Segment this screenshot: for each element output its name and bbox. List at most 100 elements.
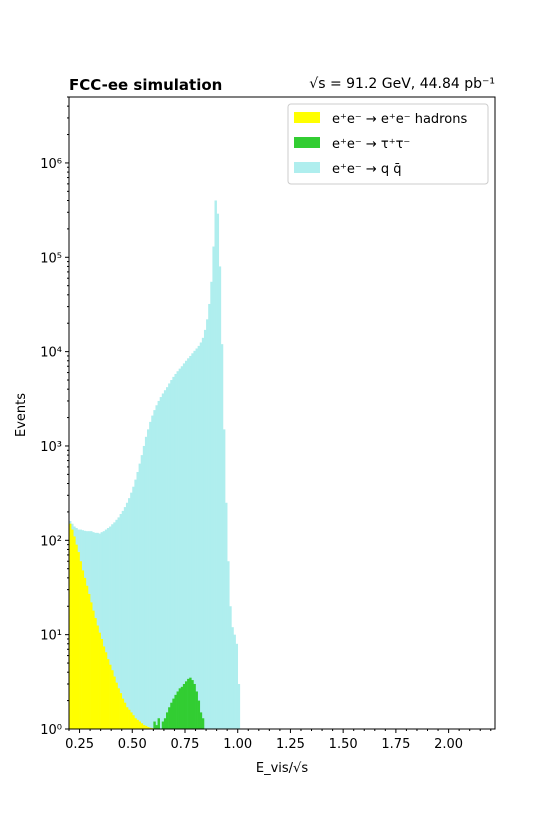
legend-swatch-hadrons: [294, 112, 320, 123]
histogram-bar: [147, 429, 150, 729]
histogram-bar: [104, 529, 108, 729]
legend-label-tautau: e⁺e⁻ → τ⁺τ⁻: [332, 137, 410, 152]
histogram-bar: [96, 625, 99, 729]
histogram-bar: [109, 526, 112, 729]
histogram-bar: [75, 544, 78, 729]
histogram-bar: [229, 606, 232, 729]
histogram-bar: [121, 698, 125, 729]
histogram-bar: [182, 683, 186, 729]
legend-box: [287, 103, 489, 185]
histogram-bar: [235, 643, 239, 729]
histogram-bar: [134, 479, 137, 729]
histogram-bar: [216, 213, 220, 729]
y-tick-label: 10⁶: [40, 157, 62, 172]
histogram-bar: [174, 373, 177, 729]
histogram-bar: [144, 436, 148, 729]
legend: e⁺e⁻ → e⁺e⁻ hadrons e⁺e⁻ → τ⁺τ⁻ e⁺e⁻ → q…: [287, 103, 489, 185]
histogram-bar: [178, 688, 182, 729]
plot-frame: [68, 96, 496, 730]
histogram-bar: [195, 691, 198, 729]
histogram-bar: [197, 345, 201, 729]
histogram-bar: [111, 524, 114, 729]
histogram-bar: [83, 577, 87, 729]
histogram-bar: [191, 353, 194, 729]
x-tick-label: 1.00: [223, 737, 252, 752]
y-axis: 10⁰ 10¹ 10² 10³ 10⁴ 10⁵ 10⁶: [40, 96, 69, 738]
histogram-bar: [206, 319, 209, 729]
histogram-bar: [140, 455, 144, 729]
histogram-bar: [147, 727, 150, 729]
histogram-bar: [109, 664, 112, 729]
histogram-bar: [170, 380, 173, 729]
histogram-bar: [138, 463, 142, 729]
histogram-bar: [227, 561, 230, 729]
histogram-bar: [128, 498, 131, 729]
histogram-bar: [225, 502, 228, 729]
x-axis: 0.25 0.50 0.75 1.00 1.25 1.50 1.75 2.00: [65, 729, 492, 752]
x-tick-label: 0.25: [65, 737, 94, 752]
histogram-bar: [123, 507, 127, 729]
histogram-bar: [163, 390, 167, 729]
histogram-bar: [121, 510, 125, 729]
histogram-bar: [87, 593, 91, 729]
histogram-bar: [170, 702, 173, 729]
legend-label-qqbar: e⁺e⁻ → q q̄: [332, 162, 402, 177]
histogram-bar: [172, 698, 175, 729]
histogram-bar: [187, 678, 190, 729]
histogram-bar: [123, 702, 127, 729]
histogram-bar: [71, 529, 74, 729]
histogram-bar: [166, 387, 169, 729]
histogram-bar: [166, 712, 169, 729]
histogram-bar: [201, 718, 205, 729]
histogram-bar: [182, 363, 186, 729]
histogram-bar: [189, 355, 192, 729]
histogram-bar: [184, 360, 188, 729]
histogram-bar: [199, 712, 203, 729]
histogram-bar: [130, 712, 133, 729]
histogram-bar: [113, 522, 116, 729]
x-tick-label: 1.25: [276, 737, 305, 752]
histogram-bar: [176, 371, 179, 729]
histogram-bar: [233, 634, 236, 729]
x-tick-label: 0.50: [118, 737, 147, 752]
y-tick-label: 10¹: [40, 629, 62, 644]
histogram-bar: [115, 519, 118, 729]
histogram-bar: [136, 471, 139, 729]
histogram-bar: [79, 561, 82, 729]
histogram-bar: [212, 246, 215, 729]
histogram-bar: [172, 376, 175, 729]
histogram-bar: [90, 602, 93, 729]
histogram-bar: [218, 266, 222, 729]
histogram-bar: [85, 585, 89, 729]
x-tick-label: 1.75: [381, 737, 410, 752]
histogram-bar: [195, 348, 198, 729]
series-2: [69, 523, 156, 729]
histogram-bar: [151, 415, 154, 729]
histogram-bar: [163, 718, 167, 729]
histogram-bar: [69, 523, 72, 729]
histogram-bar: [203, 329, 207, 729]
histogram-bar: [155, 405, 158, 729]
histogram-bar: [193, 683, 196, 729]
y-tick-label: 10⁵: [40, 251, 62, 266]
histogram-bar: [81, 570, 85, 729]
histogram-bar: [161, 393, 165, 729]
x-tick-label: 0.75: [171, 737, 200, 752]
histogram-bar: [142, 725, 146, 729]
histogram-bar: [115, 682, 118, 729]
histogram-bar: [220, 344, 224, 729]
histogram-bar: [149, 421, 152, 729]
histogram-bar: [180, 686, 184, 729]
y-tick-label: 10³: [40, 440, 62, 455]
histogram-bar: [157, 400, 160, 729]
series-1: [153, 677, 205, 729]
histogram-bar: [136, 719, 139, 729]
histogram-bar: [117, 517, 120, 729]
histogram-bar: [102, 531, 106, 729]
histogram-bar: [168, 383, 171, 729]
histogram-bar: [92, 610, 95, 729]
series-0: [69, 200, 241, 730]
histogram-bar: [77, 552, 80, 729]
histogram-bar: [191, 680, 194, 729]
histogram-bar: [98, 632, 101, 729]
